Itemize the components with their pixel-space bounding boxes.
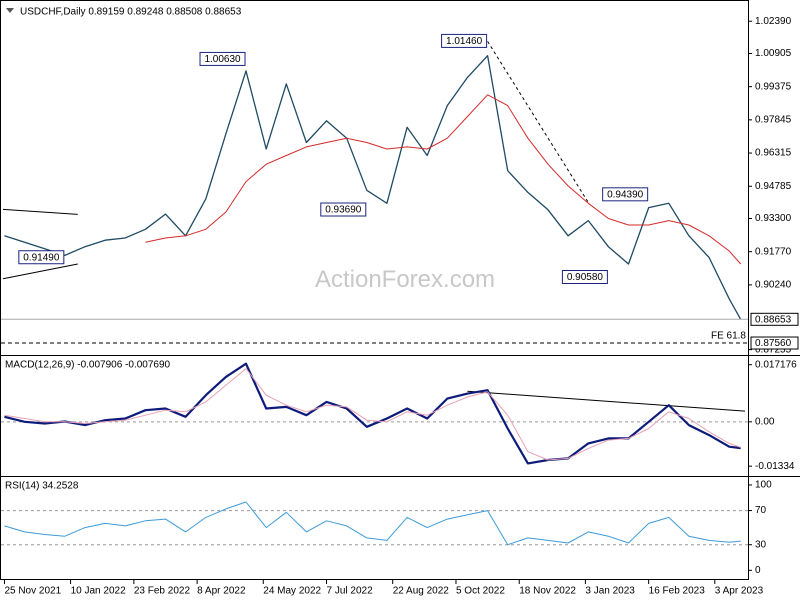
y-tick-label: 0.87255 bbox=[755, 344, 792, 355]
x-tick-label: 3 Apr 2023 bbox=[715, 586, 764, 597]
annotation-box bbox=[320, 202, 367, 217]
y-tick-label: 0.93300 bbox=[755, 213, 792, 224]
level-note: FE 61.8 bbox=[711, 331, 746, 342]
x-tick-label: 5 Oct 2022 bbox=[456, 586, 505, 597]
price-label: 0.87560 bbox=[755, 338, 792, 349]
x-tick-label: 16 Feb 2023 bbox=[649, 586, 706, 597]
x-tick-label: 18 Nov 2022 bbox=[519, 586, 576, 597]
y-tick-label: 1.02390 bbox=[755, 16, 792, 27]
y-tick-label: 0.91770 bbox=[755, 246, 792, 257]
x-tick-label: 10 Jan 2022 bbox=[71, 586, 126, 597]
pane-title: RSI(14) 34.2528 bbox=[5, 481, 79, 492]
pane-title: MACD(12,26,9) -0.007906 -0.007690 bbox=[5, 360, 171, 371]
y-tick-label: 100 bbox=[755, 480, 772, 491]
y-tick-label: 0.96315 bbox=[755, 148, 792, 159]
trendline bbox=[2, 263, 78, 280]
price-box bbox=[750, 336, 799, 350]
x-tick-label: 8 Apr 2022 bbox=[197, 586, 246, 597]
series-line bbox=[4, 368, 741, 461]
price-box bbox=[750, 312, 799, 326]
annotation-label: 1.00630 bbox=[204, 54, 241, 65]
y-tick-label: 0.99375 bbox=[755, 81, 792, 92]
annotation-label: 0.90580 bbox=[567, 272, 604, 283]
x-tick-label: 3 Jan 2023 bbox=[585, 586, 635, 597]
y-tick-label: 0.017176 bbox=[755, 359, 797, 370]
series-line bbox=[145, 94, 742, 265]
x-tick-label: 7 Jul 2022 bbox=[327, 586, 374, 597]
trendline bbox=[467, 390, 746, 412]
annotation-box bbox=[199, 51, 246, 66]
y-tick-label: 0.94785 bbox=[755, 181, 792, 192]
y-tick-label: 1.00905 bbox=[755, 48, 792, 59]
annotation-box bbox=[18, 250, 65, 265]
frame bbox=[0, 0, 749, 580]
annotation-label: 1.01460 bbox=[446, 36, 483, 47]
series-line bbox=[4, 55, 742, 320]
annotation-label: 0.94390 bbox=[607, 189, 644, 200]
series-line bbox=[4, 362, 741, 465]
y-tick-label: 30 bbox=[755, 539, 767, 550]
y-tick-label: -0.01334 bbox=[755, 461, 795, 472]
y-tick-label: 70 bbox=[755, 505, 767, 516]
annotation-label: 0.91490 bbox=[23, 252, 60, 263]
annotation-box bbox=[561, 269, 608, 284]
watermark: ActionForex.com bbox=[315, 266, 495, 293]
x-tick-label: 24 May 2022 bbox=[263, 586, 321, 597]
y-tick-label: 0 bbox=[755, 565, 761, 576]
y-tick-label: 0.00 bbox=[755, 416, 775, 427]
trendline bbox=[2, 208, 78, 215]
trendline bbox=[487, 41, 589, 203]
x-tick-label: 25 Nov 2021 bbox=[4, 586, 61, 597]
x-tick-label: 22 Aug 2022 bbox=[393, 586, 450, 597]
menu-arrow bbox=[6, 8, 14, 13]
x-tick-label: 23 Feb 2022 bbox=[134, 586, 191, 597]
price-label: 0.88653 bbox=[755, 314, 792, 325]
annotation-box bbox=[441, 33, 488, 48]
series-line bbox=[4, 501, 741, 546]
annotation-box bbox=[602, 187, 649, 202]
annotation-label: 0.93690 bbox=[325, 205, 362, 216]
y-tick-label: 0.90240 bbox=[755, 280, 792, 291]
y-tick-label: 0.97845 bbox=[755, 114, 792, 125]
pane-title: USDCHF,Daily 0.89159 0.89248 0.88508 0.8… bbox=[20, 7, 242, 18]
